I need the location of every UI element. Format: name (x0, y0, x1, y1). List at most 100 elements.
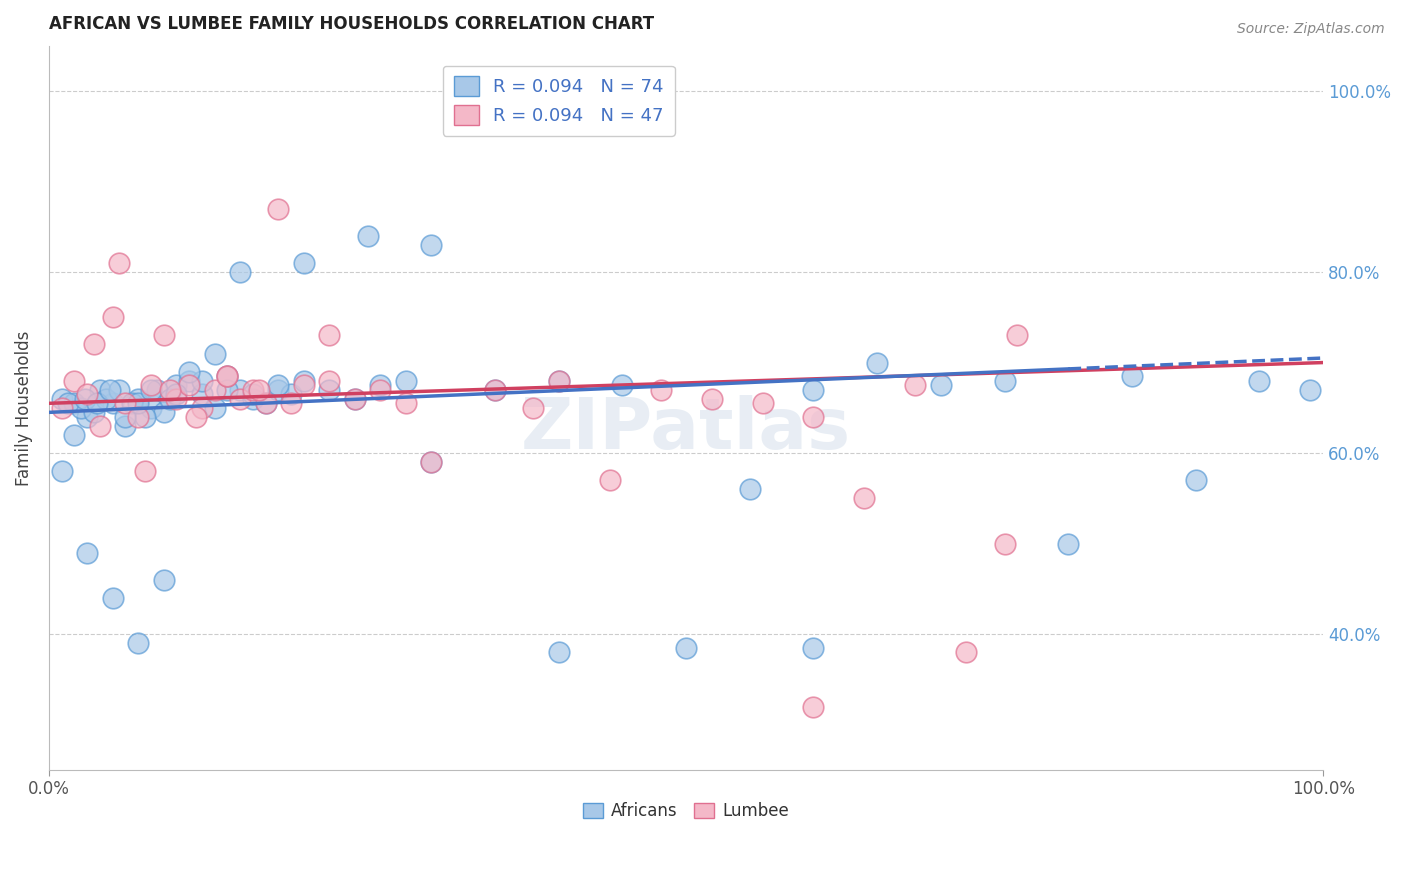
Point (51, 392, 73, 406)
Point (267, 202, 290, 216)
Point (1249, 374, 1271, 388)
Point (139, 401, 162, 415)
Point (63, 374, 86, 388)
Point (127, 409, 149, 424)
Point (318, 383, 340, 397)
Point (134, 409, 156, 424)
Point (254, 396, 277, 410)
Point (101, 591, 124, 605)
Point (56, 396, 79, 410)
Point (217, 383, 239, 397)
Point (318, 328, 340, 343)
Point (343, 392, 366, 406)
Point (179, 374, 201, 388)
Point (114, 419, 136, 434)
Point (318, 374, 340, 388)
Point (267, 383, 290, 397)
Point (114, 409, 136, 424)
Point (420, 238, 443, 252)
Point (191, 387, 214, 401)
Point (152, 573, 174, 587)
Point (83, 337, 105, 351)
Point (159, 392, 181, 406)
Point (51, 401, 73, 415)
Point (368, 378, 391, 392)
Point (751, 396, 773, 410)
Point (1121, 369, 1143, 384)
Point (152, 328, 174, 343)
Point (76, 546, 98, 560)
Point (280, 387, 302, 401)
Point (738, 483, 761, 497)
Point (484, 383, 506, 397)
Point (204, 346, 226, 360)
Point (803, 409, 825, 424)
Point (368, 383, 391, 397)
Point (343, 392, 366, 406)
Point (292, 378, 315, 392)
Point (280, 396, 302, 410)
Point (229, 392, 252, 406)
Point (98, 383, 121, 397)
Point (89, 383, 111, 397)
Point (51, 464, 73, 478)
Point (127, 392, 149, 406)
Point (853, 491, 876, 506)
Point (96, 392, 118, 406)
Point (267, 378, 290, 392)
Point (63, 396, 86, 410)
Point (1299, 383, 1322, 397)
Point (484, 383, 506, 397)
Point (254, 396, 277, 410)
Point (127, 396, 149, 410)
Point (86, 396, 108, 410)
Point (114, 396, 136, 410)
Point (139, 383, 162, 397)
Point (83, 405, 105, 419)
Point (134, 464, 156, 478)
Point (73, 392, 96, 406)
Point (152, 405, 174, 419)
Point (675, 640, 697, 655)
Text: Source: ZipAtlas.com: Source: ZipAtlas.com (1237, 22, 1385, 37)
Point (650, 383, 672, 397)
Point (1057, 536, 1080, 550)
Point (179, 365, 201, 379)
Point (159, 383, 181, 397)
Point (866, 355, 889, 369)
Point (217, 369, 239, 384)
Point (522, 401, 544, 415)
Legend: Africans, Lumbee: Africans, Lumbee (576, 796, 796, 827)
Point (1184, 473, 1206, 487)
Point (108, 383, 131, 397)
Point (247, 383, 270, 397)
Point (121, 396, 143, 410)
Point (229, 265, 252, 279)
Point (63, 428, 86, 442)
Point (395, 374, 418, 388)
Point (242, 392, 264, 406)
Point (420, 455, 443, 469)
Point (127, 636, 149, 650)
Point (356, 228, 378, 243)
Point (1007, 328, 1029, 343)
Point (76, 387, 98, 401)
Point (146, 383, 169, 397)
Point (242, 383, 264, 397)
Point (217, 369, 239, 384)
Point (994, 536, 1017, 550)
Point (547, 645, 569, 659)
Point (803, 640, 825, 655)
Point (803, 699, 825, 714)
Point (547, 374, 569, 388)
Point (69, 401, 91, 415)
Point (108, 256, 131, 270)
Point (242, 387, 264, 401)
Point (904, 378, 927, 392)
Point (76, 409, 98, 424)
Point (179, 378, 201, 392)
Point (420, 455, 443, 469)
Text: AFRICAN VS LUMBEE FAMILY HOUSEHOLDS CORRELATION CHART: AFRICAN VS LUMBEE FAMILY HOUSEHOLDS CORR… (49, 15, 654, 33)
Text: ZIPatlas: ZIPatlas (522, 395, 851, 464)
Point (204, 401, 226, 415)
